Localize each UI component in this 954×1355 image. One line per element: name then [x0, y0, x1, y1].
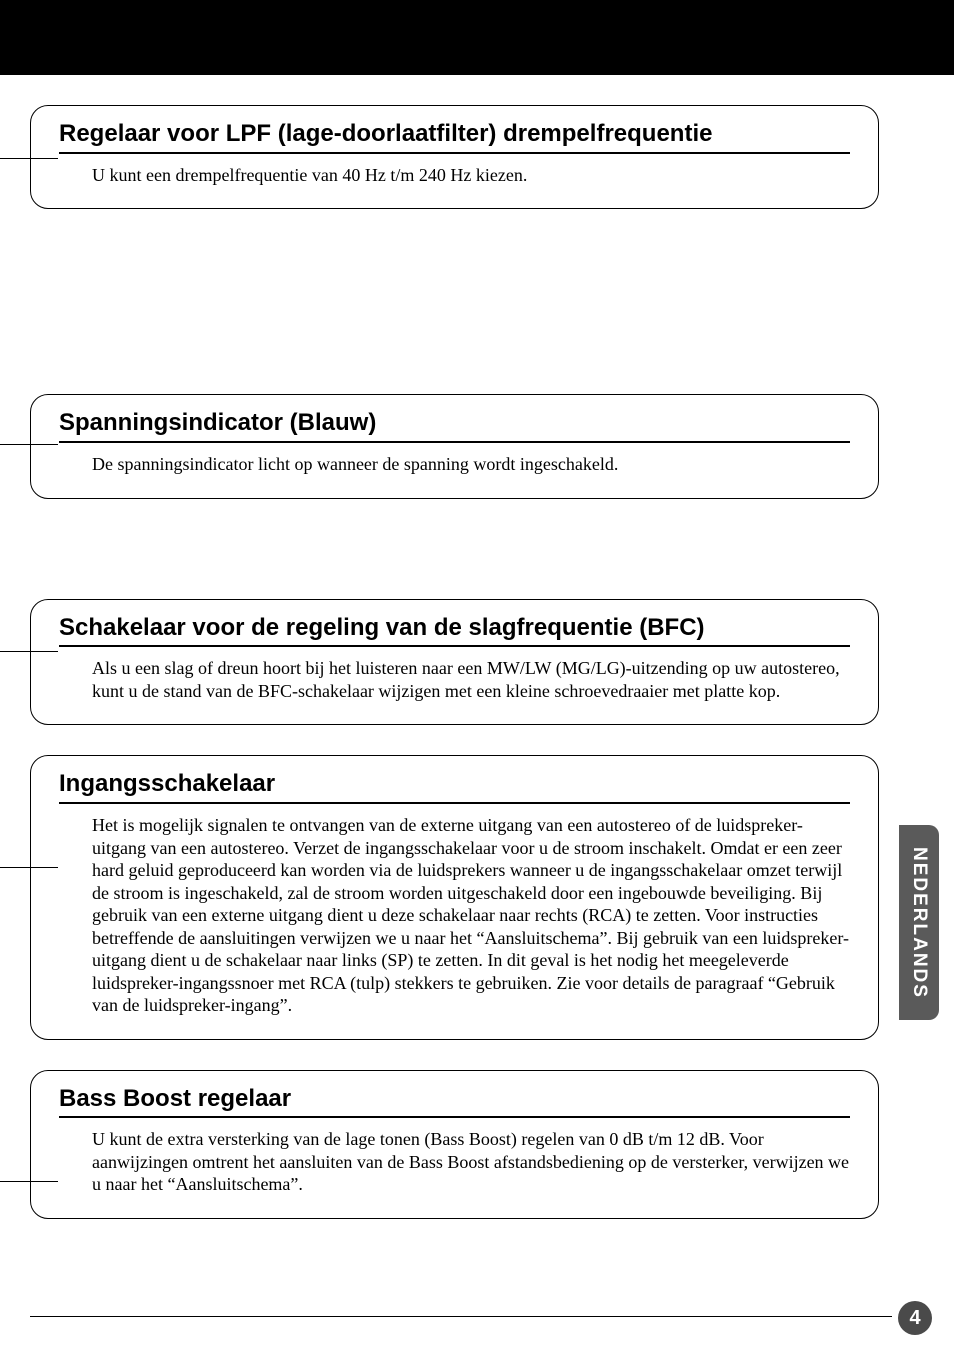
section-title-spanningsindicator: Spanningsindicator (Blauw): [59, 409, 850, 443]
page-number-badge: 4: [898, 1301, 932, 1335]
section-body-bass-boost: U kunt de extra versterking van de lage …: [59, 1128, 850, 1196]
section-bass-boost: Bass Boost regelaar U kunt de extra vers…: [30, 1070, 879, 1219]
section-title-ingangsschakelaar: Ingangsschakelaar: [59, 770, 850, 804]
page-number-text: 4: [909, 1307, 920, 1330]
section-ingangsschakelaar: Ingangsschakelaar Het is mogelijk signal…: [30, 755, 879, 1039]
header-black-bar: [0, 0, 954, 75]
section-title-bfc: Schakelaar voor de regeling van de slagf…: [59, 614, 850, 648]
section-body-spanningsindicator: De spanningsindicator licht op wanneer d…: [59, 453, 850, 476]
section-body-bfc: Als u een slag of dreun hoort bij het lu…: [59, 657, 850, 702]
section-lpf: Regelaar voor LPF (lage-doorlaatfilter) …: [30, 105, 879, 209]
section-bfc: Schakelaar voor de regeling van de slagf…: [30, 599, 879, 726]
section-title-lpf: Regelaar voor LPF (lage-doorlaatfilter) …: [59, 120, 850, 154]
section-title-bass-boost: Bass Boost regelaar: [59, 1085, 850, 1119]
content-area: Regelaar voor LPF (lage-doorlaatfilter) …: [0, 75, 954, 1219]
section-body-lpf: U kunt een drempelfrequentie van 40 Hz t…: [59, 164, 850, 187]
language-tab: NEDERLANDS: [899, 825, 939, 1020]
footer-divider: [30, 1316, 892, 1317]
language-tab-text: NEDERLANDS: [908, 847, 930, 999]
section-body-ingangsschakelaar: Het is mogelijk signalen te ontvangen va…: [59, 814, 850, 1017]
section-spanningsindicator: Spanningsindicator (Blauw) De spanningsi…: [30, 394, 879, 498]
